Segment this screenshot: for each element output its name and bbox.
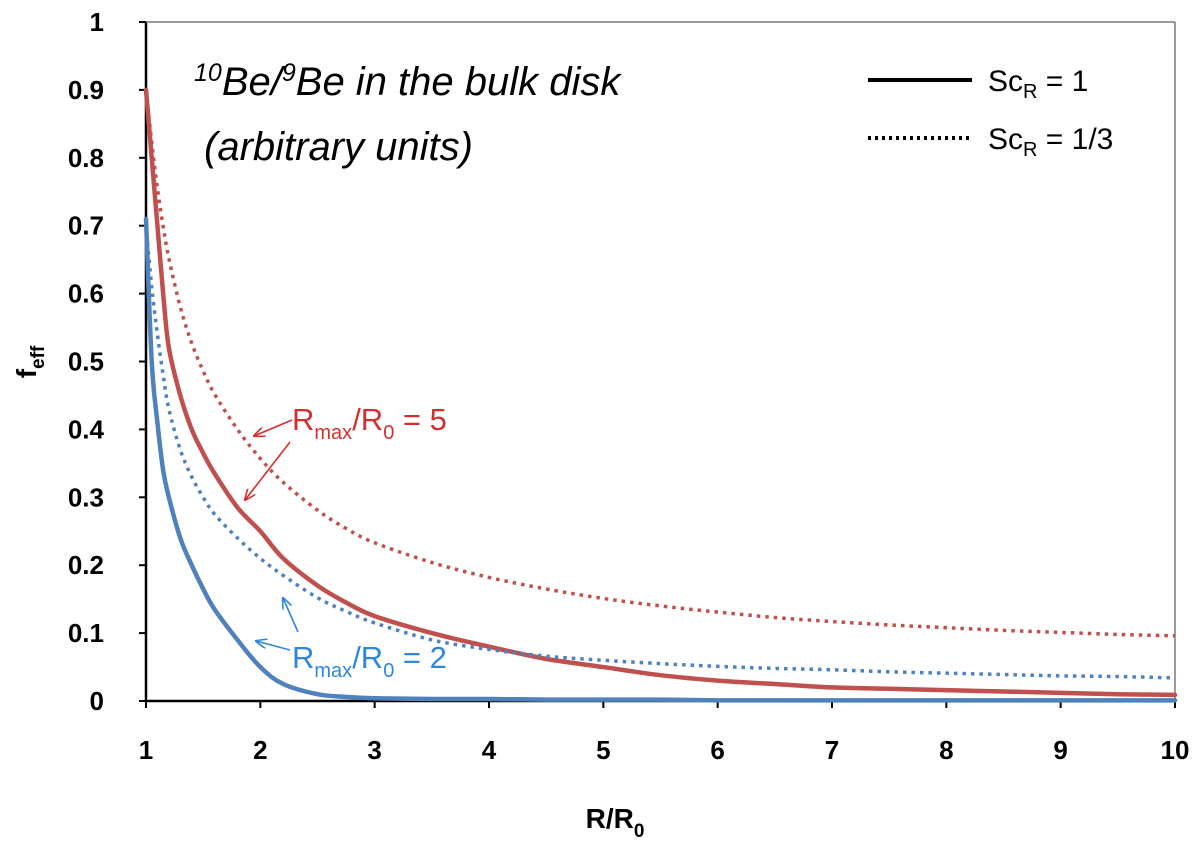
- legend: ScR = 1 ScR = 1/3: [868, 65, 1113, 161]
- axis-ticks: 1 2 3 4 5 6 7 8 9 10 0 0.1 0.2 0.3 0.4 0.5 0.6 0.7 0.8 0.9 1: [68, 7, 1190, 765]
- x-tick-label: 7: [825, 735, 839, 765]
- y-tick-label: 0.5: [68, 347, 104, 377]
- x-tick-label: 2: [253, 735, 267, 765]
- y-axis-label: feff: [11, 345, 49, 378]
- y-tick-label: 0.7: [68, 211, 104, 241]
- x-tick-label: 4: [482, 735, 497, 765]
- annotation-rmax-2: Rmax/R0 = 2: [256, 598, 447, 682]
- series-line-red-solid: [143, 87, 1178, 698]
- series-layer: [143, 87, 1178, 703]
- y-tick-label: 0.6: [68, 279, 104, 309]
- y-tick-label: 0.8: [68, 143, 104, 173]
- x-tick-label: 3: [367, 735, 381, 765]
- y-tick-label: 0.2: [68, 550, 104, 580]
- annotation-arrow-red-dotted: [254, 419, 293, 436]
- x-tick-label: 5: [596, 735, 610, 765]
- legend-label-solid: ScR = 1: [988, 65, 1088, 103]
- y-tick-label: 0.9: [68, 75, 104, 105]
- annotation-arrow-red-solid: [245, 441, 291, 500]
- x-tick-label: 9: [1053, 735, 1067, 765]
- annotation-arrow-blue-solid: [256, 641, 291, 651]
- svg-text:Rmax/R0 = 2: Rmax/R0 = 2: [292, 640, 447, 682]
- y-tick-label: 0: [90, 686, 104, 716]
- y-tick-label: 0.4: [68, 414, 105, 444]
- y-tick-label: 0.1: [68, 618, 104, 648]
- series-line-red-dotted: [144, 89, 1176, 638]
- svg-text:Rmax/R0 = 5: Rmax/R0 = 5: [292, 402, 447, 444]
- x-axis-label: R/R0: [586, 803, 645, 842]
- x-tick-label: 6: [710, 735, 724, 765]
- annotation-rmax-5: Rmax/R0 = 5: [245, 402, 447, 500]
- svg-text:10Be/9Be in the bulk disk: 10Be/9Be in the bulk disk: [194, 59, 622, 104]
- x-tick-label: 10: [1161, 735, 1190, 765]
- x-tick-label: 1: [139, 735, 153, 765]
- x-tick-label: 8: [939, 735, 953, 765]
- svg-text:(arbitrary units): (arbitrary units): [204, 125, 473, 169]
- series-line-blue-solid: [143, 216, 1178, 703]
- chart-title: 10Be/9Be in the bulk disk (arbitrary uni…: [194, 59, 622, 169]
- legend-label-dotted: ScR = 1/3: [988, 123, 1113, 161]
- series-line-blue-dotted: [144, 225, 1176, 680]
- annotation-arrow-blue-dotted: [283, 598, 299, 633]
- y-tick-label: 1: [90, 7, 104, 37]
- y-tick-label: 0.3: [68, 482, 104, 512]
